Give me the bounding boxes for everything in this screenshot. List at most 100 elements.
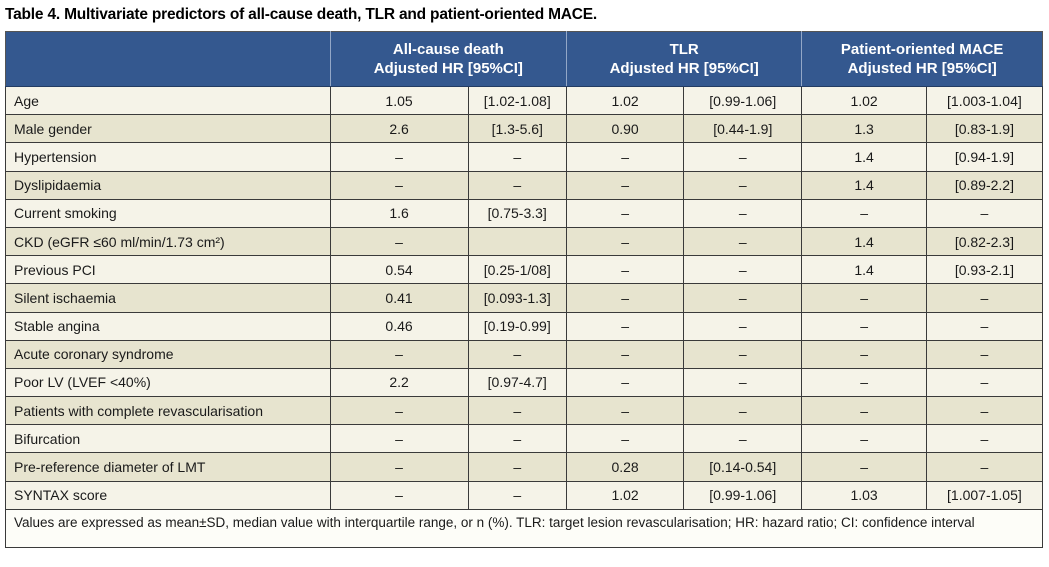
cell-ci-tlr: –: [683, 170, 803, 200]
cell-hr-mace: –: [801, 283, 927, 313]
cell-hr-tlr: –: [565, 367, 685, 398]
cell-hr-all-cause-death: 1.6: [329, 198, 469, 228]
cell-hr-all-cause-death: –: [329, 396, 469, 426]
cell-ci-all-cause-death: [0.97-4.7]: [467, 367, 567, 398]
table-row: Poor LV (LVEF <40%) 2.2 [0.97-4.7] – – –…: [5, 367, 1044, 398]
cell-ci-mace: [1.007-1.05]: [925, 480, 1044, 510]
table-row: CKD (eGFR ≤60 ml/min/1.73 cm²) – – – 1.4…: [5, 226, 1044, 257]
corner-cell: [5, 31, 331, 87]
cell-hr-all-cause-death: –: [329, 424, 469, 454]
cell-ci-all-cause-death: –: [467, 142, 567, 172]
cell-ci-all-cause-death: –: [467, 339, 567, 369]
cell-hr-tlr: 0.28: [565, 452, 685, 482]
cell-hr-mace: –: [801, 367, 927, 398]
row-label: Dyslipidaemia: [5, 170, 331, 200]
cell-ci-tlr: [0.99-1.06]: [683, 85, 803, 116]
cell-ci-tlr: –: [683, 367, 803, 398]
cell-ci-tlr: –: [683, 424, 803, 454]
row-label: Acute coronary syndrome: [5, 339, 331, 369]
row-label: CKD (eGFR ≤60 ml/min/1.73 cm²): [5, 226, 331, 257]
row-label: Bifurcation: [5, 424, 331, 454]
cell-hr-mace: –: [801, 311, 927, 341]
cell-ci-mace: [0.83-1.9]: [925, 114, 1044, 144]
column-group-patient-oriented-mace: Patient-oriented MACE Adjusted HR [95%CI…: [801, 31, 1043, 87]
cell-ci-all-cause-death: [1.3-5.6]: [467, 114, 567, 144]
cell-hr-mace: 1.3: [801, 114, 927, 144]
table-row: Patients with complete revascularisation…: [5, 396, 1044, 426]
cell-ci-mace: –: [925, 339, 1044, 369]
cell-hr-tlr: –: [565, 142, 685, 172]
cell-ci-tlr: –: [683, 339, 803, 369]
table-row: Age 1.05 [1.02-1.08] 1.02 [0.99-1.06] 1.…: [5, 85, 1044, 116]
header-line-2: Adjusted HR [95%CI]: [609, 60, 759, 77]
header-row: All-cause death Adjusted HR [95%CI] TLR …: [5, 31, 1043, 87]
cell-ci-all-cause-death: [467, 226, 567, 257]
cell-ci-mace: [0.82-2.3]: [925, 226, 1044, 257]
table-row: Stable angina 0.46 [0.19-0.99] – – – –: [5, 311, 1044, 341]
header-line-1: All-cause death: [392, 40, 504, 58]
cell-hr-tlr: –: [565, 339, 685, 369]
cell-hr-all-cause-death: 0.41: [329, 283, 469, 313]
cell-hr-mace: –: [801, 424, 927, 454]
cell-ci-all-cause-death: –: [467, 480, 567, 510]
cell-hr-tlr: –: [565, 283, 685, 313]
cell-ci-mace: –: [925, 396, 1044, 426]
row-label: Previous PCI: [5, 255, 331, 285]
table-row: Previous PCI 0.54 [0.25-1/08] – – 1.4 [0…: [5, 255, 1044, 285]
cell-ci-tlr: –: [683, 283, 803, 313]
cell-ci-mace: [0.89-2.2]: [925, 170, 1044, 200]
cell-hr-all-cause-death: –: [329, 339, 469, 369]
header-line-1: Patient-oriented MACE: [840, 40, 1004, 58]
table-row: Pre-reference diameter of LMT – – 0.28 […: [5, 452, 1044, 482]
table-row: Silent ischaemia 0.41 [0.093-1.3] – – – …: [5, 283, 1044, 313]
cell-ci-mace: [1.003-1.04]: [925, 85, 1044, 116]
cell-ci-all-cause-death: –: [467, 452, 567, 482]
cell-hr-all-cause-death: –: [329, 170, 469, 200]
cell-hr-tlr: 1.02: [565, 480, 685, 510]
column-group-all-cause-death: All-cause death Adjusted HR [95%CI]: [329, 31, 567, 87]
cell-hr-tlr: –: [565, 170, 685, 200]
row-label: Stable angina: [5, 311, 331, 341]
cell-ci-tlr: [0.14-0.54]: [683, 452, 803, 482]
footnote-row: Values are expressed as mean±SD, median …: [5, 508, 1043, 548]
cell-hr-tlr: 1.02: [565, 85, 685, 116]
cell-ci-all-cause-death: [1.02-1.08]: [467, 85, 567, 116]
cell-ci-mace: –: [925, 452, 1044, 482]
row-label: Patients with complete revascularisation: [5, 396, 331, 426]
header-line-2: Adjusted HR [95%CI]: [847, 60, 997, 77]
cell-ci-tlr: –: [683, 142, 803, 172]
cell-hr-all-cause-death: –: [329, 226, 469, 257]
table-title: Table 4. Multivariate predictors of all-…: [5, 6, 598, 23]
cell-hr-tlr: 0.90: [565, 114, 685, 144]
cell-hr-mace: 1.03: [801, 480, 927, 510]
cell-ci-all-cause-death: [0.19-0.99]: [467, 311, 567, 341]
cell-ci-tlr: –: [683, 396, 803, 426]
cell-hr-tlr: –: [565, 226, 685, 257]
cell-hr-all-cause-death: –: [329, 452, 469, 482]
cell-hr-mace: –: [801, 396, 927, 426]
cell-ci-mace: –: [925, 283, 1044, 313]
cell-ci-mace: –: [925, 367, 1044, 398]
cell-ci-tlr: [0.99-1.06]: [683, 480, 803, 510]
row-label: SYNTAX score: [5, 480, 331, 510]
cell-hr-tlr: –: [565, 424, 685, 454]
cell-ci-mace: –: [925, 198, 1044, 228]
cell-ci-tlr: –: [683, 255, 803, 285]
cell-hr-tlr: –: [565, 311, 685, 341]
cell-hr-all-cause-death: 2.2: [329, 367, 469, 398]
cell-hr-mace: 1.4: [801, 226, 927, 257]
table-row: Dyslipidaemia – – – – 1.4 [0.89-2.2]: [5, 170, 1044, 200]
cell-ci-all-cause-death: –: [467, 424, 567, 454]
cell-hr-mace: 1.02: [801, 85, 927, 116]
row-label: Silent ischaemia: [5, 283, 331, 313]
header-line-1: TLR: [669, 40, 699, 58]
table-row: Bifurcation – – – – – –: [5, 424, 1044, 454]
cell-ci-mace: [0.93-2.1]: [925, 255, 1044, 285]
cell-hr-mace: –: [801, 339, 927, 369]
cell-ci-all-cause-death: [0.75-3.3]: [467, 198, 567, 228]
cell-ci-all-cause-death: –: [467, 170, 567, 200]
cell-hr-all-cause-death: 2.6: [329, 114, 469, 144]
cell-hr-all-cause-death: 0.46: [329, 311, 469, 341]
cell-ci-all-cause-death: –: [467, 396, 567, 426]
